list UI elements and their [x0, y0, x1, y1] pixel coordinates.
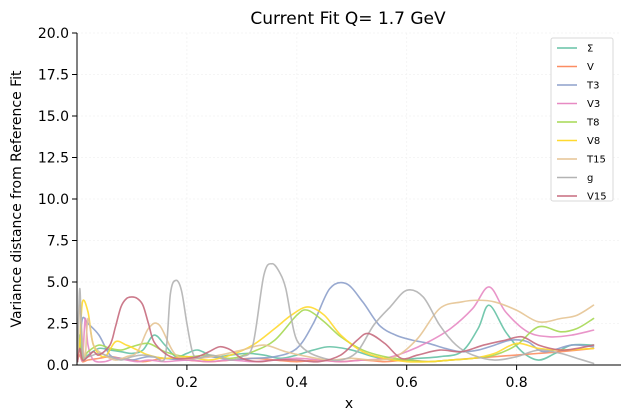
y-tick-label: 2.5: [47, 317, 69, 333]
y-tick-label: 10.0: [38, 192, 69, 208]
x-tick-label: 0.2: [176, 375, 198, 391]
series-line-4: [76, 286, 595, 363]
legend-label: V: [587, 62, 594, 73]
y-tick-label: 5.0: [47, 275, 69, 291]
series-line-9: [76, 296, 595, 363]
y-tick-label: 17.5: [38, 68, 69, 84]
legend: ΣV T3 V3 T8 V8 T15 g V15: [550, 37, 614, 203]
x-axis-title: x: [345, 396, 353, 412]
legend-label: T8: [586, 118, 599, 129]
legend-label: T3: [586, 81, 599, 92]
y-tick-label: 0.0: [47, 358, 69, 374]
legend-label: V3: [587, 99, 600, 110]
grid-lines: [77, 32, 621, 366]
legend-label: V15: [587, 192, 607, 203]
y-tick-label: 20.0: [38, 26, 69, 42]
axis-ticks: 0.0 2.5 5.0 7.5 10.0 12.5 15.0 17.5 20.0 0.2 0.4 0.…: [38, 26, 528, 391]
y-tick-label: 7.5: [47, 234, 69, 250]
y-tick-label: 12.5: [38, 151, 69, 167]
y-tick-label: 15.0: [38, 109, 69, 125]
chart-title: Current Fit Q= 1.7 GeV: [250, 9, 446, 29]
legend-label: g: [587, 173, 593, 184]
series-line-7: [76, 299, 595, 361]
series-lines: [76, 262, 595, 365]
x-tick-label: 0.6: [396, 375, 418, 391]
x-tick-label: 0.4: [286, 375, 308, 391]
y-axis-title: Variance distance from Reference Fit: [9, 70, 25, 328]
series-line-8: [76, 262, 595, 365]
series-line-6: [76, 299, 595, 363]
legend-label: Σ: [587, 44, 593, 55]
legend-box: [550, 37, 614, 202]
legend-label: V8: [587, 136, 600, 147]
x-tick-label: 0.8: [505, 375, 527, 391]
legend-label: T15: [586, 155, 606, 166]
